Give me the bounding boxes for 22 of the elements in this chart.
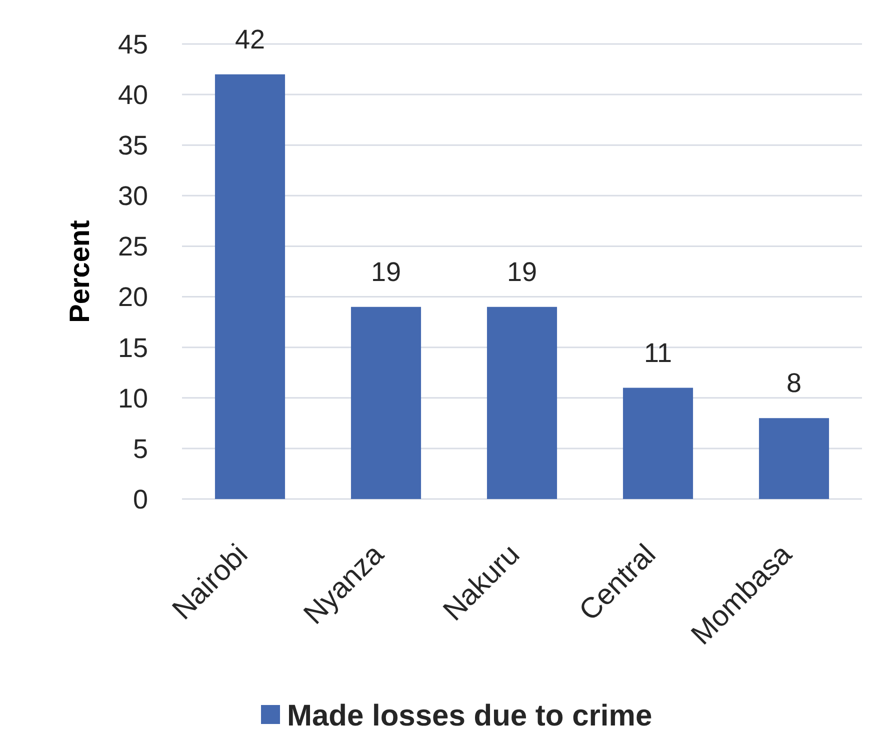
y-tick-label: 20 xyxy=(118,282,148,312)
y-tick-label: 10 xyxy=(118,383,148,414)
data-label: 8 xyxy=(786,368,802,398)
y-tick-label: 0 xyxy=(132,484,148,514)
y-tick-label: 15 xyxy=(118,332,148,363)
data-label: 19 xyxy=(506,256,538,287)
y-tick-label: 40 xyxy=(118,80,148,110)
y-tick-label: 35 xyxy=(118,130,148,161)
y-axis-title: Percent xyxy=(64,220,95,323)
y-tick-label: 25 xyxy=(118,232,148,262)
y-tick-label: 45 xyxy=(118,29,148,60)
bar xyxy=(350,306,422,499)
bar xyxy=(214,74,286,499)
bar xyxy=(486,306,558,499)
bar xyxy=(622,388,694,499)
data-label: 11 xyxy=(644,338,672,368)
y-tick-label: 30 xyxy=(118,181,148,212)
data-label: 42 xyxy=(234,24,266,54)
legend-label: Made losses due to crime xyxy=(287,700,652,729)
y-tick-label: 5 xyxy=(132,434,148,464)
data-label: 19 xyxy=(370,256,402,287)
bar xyxy=(758,418,830,499)
